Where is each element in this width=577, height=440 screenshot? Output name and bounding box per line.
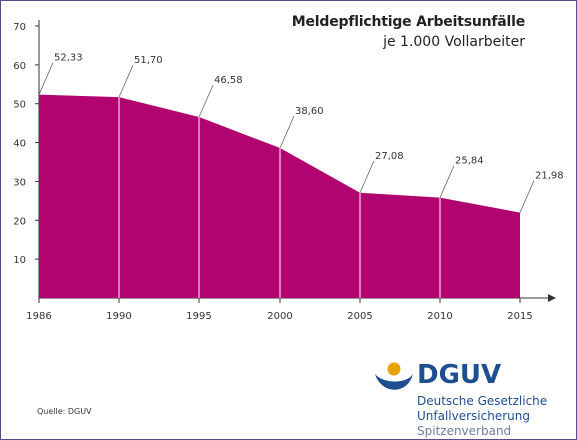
y-tick-label: 40 xyxy=(13,139,26,150)
data-label-leader xyxy=(118,64,134,98)
y-tick-label: 10 xyxy=(13,255,26,266)
data-label-leader xyxy=(198,84,214,118)
chart-title-block: Meldepflichtige Arbeitsunfälle je 1.000 … xyxy=(292,14,525,50)
data-label: 52,33 xyxy=(54,53,83,64)
logo-line-1: Deutsche Gesetzliche xyxy=(417,394,548,408)
data-label: 38,60 xyxy=(295,106,324,117)
y-tick-label: 60 xyxy=(13,61,26,72)
data-label: 46,58 xyxy=(214,75,243,86)
source-note: Quelle: DGUV xyxy=(37,407,92,416)
x-tick-label: 2015 xyxy=(507,311,532,322)
data-label: 25,84 xyxy=(455,156,484,167)
data-label-leader xyxy=(359,160,375,193)
x-tick-label: 1986 xyxy=(26,311,51,322)
data-label: 51,70 xyxy=(134,55,163,66)
x-tick-label: 1995 xyxy=(186,311,211,322)
dguv-logo: DGUV Deutsche Gesetzliche Unfallversiche… xyxy=(373,360,547,438)
chart-title: Meldepflichtige Arbeitsunfälle xyxy=(291,14,525,30)
logo-line-3: Spitzenverband xyxy=(417,424,512,438)
x-axis-arrow-icon xyxy=(548,294,556,302)
area-layer xyxy=(39,94,520,298)
dguv-emblem-icon xyxy=(375,362,413,390)
chart-subtitle: je 1.000 Vollarbeiter xyxy=(383,34,525,50)
data-labels: 52,33 51,70 46,58 38,60 27,08 25,84 21,98 xyxy=(38,53,564,213)
data-label-leader xyxy=(439,165,455,198)
x-tick-label: 2010 xyxy=(427,311,452,322)
x-tick-label: 2000 xyxy=(267,311,292,322)
logo-brand: DGUV xyxy=(417,360,502,390)
data-label-leader xyxy=(38,62,54,95)
y-tick-label: 20 xyxy=(13,216,26,227)
y-tick-label: 30 xyxy=(13,177,26,188)
y-tick-label: 50 xyxy=(13,100,26,111)
data-label: 21,98 xyxy=(535,171,564,182)
logo-line-2: Unfallversicherung xyxy=(417,409,530,423)
data-label-leader xyxy=(519,180,535,213)
data-label: 27,08 xyxy=(375,151,404,162)
y-tick-label: 70 xyxy=(13,22,26,33)
x-tick-label: 1990 xyxy=(106,311,131,322)
x-tick-label: 2005 xyxy=(347,311,372,322)
data-label-leader xyxy=(279,115,295,149)
